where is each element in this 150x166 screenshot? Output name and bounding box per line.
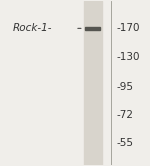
Bar	[85, 27, 100, 30]
Text: -130: -130	[116, 52, 140, 62]
Text: -95: -95	[116, 82, 133, 92]
Text: -170: -170	[116, 23, 140, 33]
Text: -72: -72	[116, 110, 133, 120]
Text: Rock-1-: Rock-1-	[13, 23, 53, 33]
Text: -55: -55	[116, 138, 133, 148]
Bar	[84, 1, 102, 165]
